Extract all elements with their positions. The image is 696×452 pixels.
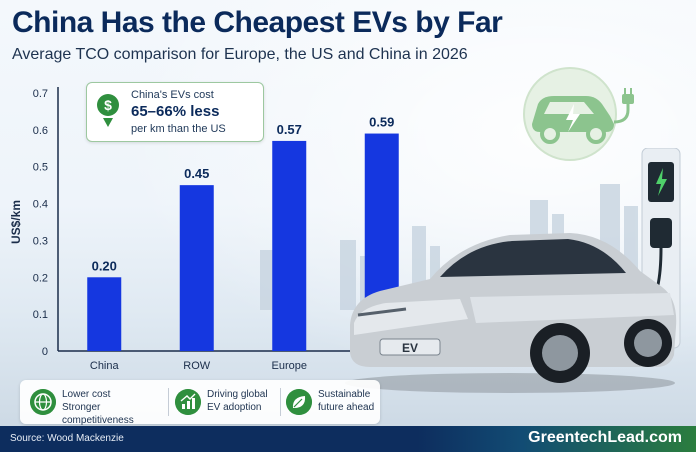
y-tick-label: 0.5	[33, 162, 48, 174]
ev-car-image: EV	[345, 233, 677, 393]
svg-text:$: $	[104, 97, 112, 113]
features-bar: Lower cost Stronger competitiveness Drivi…	[20, 380, 380, 426]
x-tick-label: China	[90, 360, 120, 372]
callout-line-3: per km than the US	[131, 123, 226, 135]
footer-bar: Source: Wood Mackenzie GreentechLead.com	[0, 426, 696, 452]
page-title: China Has the Cheapest EVs by Far	[12, 6, 503, 39]
bar	[87, 277, 122, 351]
electric-car-badge-icon	[523, 67, 634, 161]
car-plate: EV	[402, 341, 418, 355]
y-tick-label: 0.4	[33, 199, 48, 211]
page-subtitle: Average TCO comparison for Europe, the U…	[12, 46, 468, 63]
bar-chart: 0 0.1 0.2 0.3 0.4 0.5 0.6 0.7 US$/km 0.20 China 0.4…	[9, 87, 428, 372]
savings-callout: $ China's EVs cost 65–66% less per km th…	[86, 82, 264, 142]
bar-value-label: 0.59	[369, 115, 394, 130]
bar-value-label: 0.20	[92, 258, 117, 273]
leaf-icon	[286, 389, 312, 415]
feature-line-2: future ahead	[318, 402, 375, 413]
growth-chart-icon	[175, 389, 201, 415]
feature-line-2: Stronger competitiveness	[62, 402, 134, 426]
bar-value-label: 0.45	[184, 166, 209, 181]
feature-line-1: Lower cost	[62, 389, 111, 400]
x-tick-label: ROW	[183, 360, 211, 372]
feature-line-2: EV adoption	[207, 402, 262, 413]
feature-item: Lower cost Stronger competitiveness	[30, 380, 160, 426]
y-tick-label: 0	[42, 346, 48, 358]
y-tick-label: 0.7	[33, 88, 48, 100]
bar	[179, 185, 214, 351]
source-credit: Source: Wood Mackenzie	[10, 433, 124, 444]
divider	[168, 388, 169, 416]
globe-icon	[30, 389, 56, 415]
callout-highlight: 65–66% less	[131, 103, 220, 120]
divider	[280, 388, 281, 416]
y-tick-label: 0.1	[33, 309, 48, 321]
y-axis-label: US$/km	[9, 200, 23, 244]
feature-item: Driving global EV adoption	[175, 380, 275, 424]
callout-line-1: China's EVs cost	[131, 89, 214, 101]
dollar-down-icon: $	[97, 94, 119, 127]
bar-value-label: 0.57	[277, 122, 302, 137]
y-tick-label: 0.3	[33, 235, 48, 247]
brand-link[interactable]: GreentechLead.com	[528, 429, 682, 446]
feature-item: Sustainable future ahead	[286, 380, 380, 424]
y-tick-label: 0.6	[33, 125, 48, 137]
y-tick-label: 0.2	[33, 272, 48, 284]
feature-line-1: Sustainable	[318, 389, 371, 400]
x-tick-label: Europe	[272, 360, 307, 372]
bar	[272, 140, 307, 351]
feature-line-1: Driving global	[207, 389, 268, 400]
